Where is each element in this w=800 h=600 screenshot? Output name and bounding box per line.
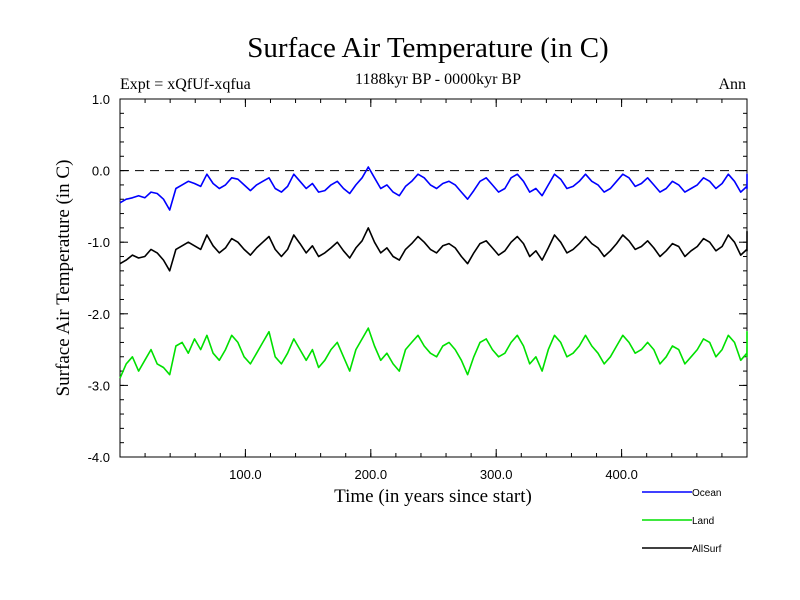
x-tick-label: 200.0 <box>355 467 388 482</box>
series-line-allsurf <box>119 227 748 272</box>
x-axis-label: Time (in years since start) <box>334 486 532 507</box>
y-tick-label: -3.0 <box>88 378 110 393</box>
x-tick-label: 300.0 <box>480 467 513 482</box>
y-tick-label: 1.0 <box>92 92 110 107</box>
x-tick-label: 100.0 <box>229 467 262 482</box>
y-axis-label: Surface Air Temperature (in C) <box>53 160 74 397</box>
legend: Ocean Land AllSurf <box>642 488 722 555</box>
y-tick-label: -4.0 <box>88 450 110 465</box>
series-line-land <box>119 327 748 379</box>
plot-frame <box>119 98 748 458</box>
x-axis: 100.0 200.0 300.0 400.0 <box>144 99 723 482</box>
y-tick-label: 0.0 <box>92 164 110 179</box>
series-line-ocean <box>119 166 748 211</box>
series-layer <box>119 166 748 379</box>
legend-label-ocean: Ocean <box>692 488 721 499</box>
y-tick-label: -2.0 <box>88 307 110 322</box>
legend-label-land: Land <box>692 516 714 527</box>
x-tick-label: 400.0 <box>605 467 638 482</box>
chart-experiment: Expt = xQfUf-xqfua <box>120 76 251 93</box>
y-tick-label: -1.0 <box>88 235 110 250</box>
legend-label-allsurf: AllSurf <box>692 544 722 555</box>
y-axis: 1.0 0.0 -1.0 -2.0 -3.0 -4.0 <box>88 92 747 465</box>
chart-title: Surface Air Temperature (in C) <box>247 32 608 64</box>
chart-season: Ann <box>718 76 746 93</box>
chart-subtitle: 1188kyr BP - 0000kyr BP <box>355 71 521 88</box>
